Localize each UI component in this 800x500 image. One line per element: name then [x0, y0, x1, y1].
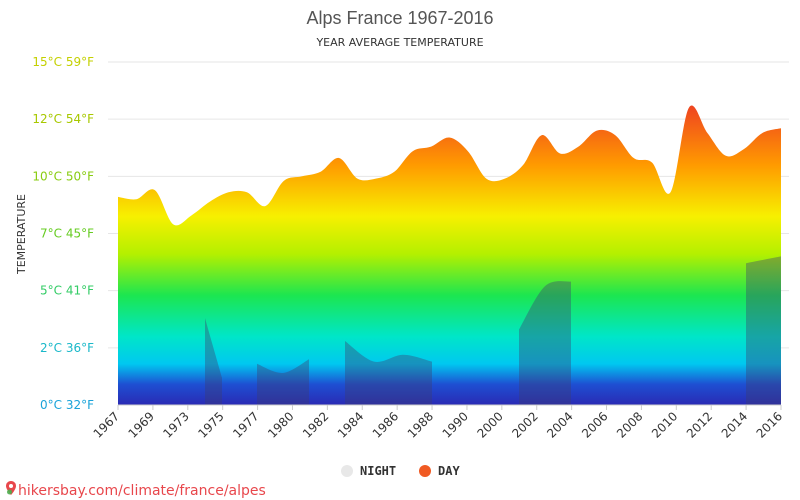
night-segment	[519, 281, 571, 405]
legend-night-label: NIGHT	[360, 464, 396, 478]
x-tick-label: 2012	[684, 409, 715, 440]
day-swatch	[419, 465, 431, 477]
x-tick-label: 1973	[160, 409, 191, 440]
y-tick-label: 12°C 54°F	[32, 112, 94, 126]
x-tick-label: 2014	[719, 409, 750, 440]
x-tick-label: 2004	[544, 409, 575, 440]
legend-day[interactable]: DAY	[419, 464, 460, 478]
night-segment	[345, 341, 432, 405]
y-tick-label: 2°C 36°F	[40, 341, 94, 355]
night-segment	[257, 359, 309, 405]
x-tick-label: 2008	[614, 409, 645, 440]
legend-night[interactable]: NIGHT	[341, 464, 396, 478]
night-segment	[205, 318, 222, 405]
source-link[interactable]: hikersbay.com/climate/france/alpes	[6, 481, 266, 499]
night-segment	[746, 256, 781, 405]
y-tick-label: 0°C 32°F	[40, 398, 94, 412]
y-tick-label: 10°C 50°F	[32, 169, 94, 183]
x-tick-label: 1967	[91, 409, 122, 440]
y-axis-ticks: 0°C 32°F 2°C 36°F 5°C 41°F 7°C 45°F 10°C 50°…	[32, 55, 94, 412]
x-tick-label: 1984	[335, 409, 366, 440]
x-tick-label: 1977	[230, 409, 261, 440]
day-area	[118, 105, 781, 405]
x-tick-label: 2006	[579, 409, 610, 440]
x-tick-label: 2002	[509, 409, 540, 440]
y-tick-label: 7°C 45°F	[40, 227, 94, 241]
x-tick-label: 2016	[754, 409, 785, 440]
chart-title: Alps France 1967-2016	[306, 8, 493, 28]
legend: NIGHT DAY	[341, 464, 460, 478]
night-swatch	[341, 465, 353, 477]
x-tick-label: 2000	[474, 409, 505, 440]
x-tick-label: 1990	[440, 409, 471, 440]
x-tick-label: 1982	[300, 409, 331, 440]
y-tick-label: 15°C 59°F	[32, 55, 94, 69]
y-axis-label: TEMPERATURE	[15, 194, 28, 275]
map-pin-icon	[6, 481, 16, 495]
x-tick-label: 1969	[126, 409, 157, 440]
x-tick-label: 2010	[649, 409, 680, 440]
y-tick-label: 5°C 41°F	[40, 284, 94, 298]
legend-day-label: DAY	[438, 464, 460, 478]
x-tick-label: 1986	[370, 409, 401, 440]
source-text: hikersbay.com/climate/france/alpes	[18, 483, 266, 499]
night-areas	[205, 256, 781, 405]
x-tick-label: 1988	[405, 409, 436, 440]
x-axis-ticks: 1967 1969 1973 1975 1977 1980 1982 1984 1986 1988…	[91, 405, 785, 441]
chart-subtitle: YEAR AVERAGE TEMPERATURE	[315, 36, 483, 49]
x-tick-label: 1980	[265, 409, 296, 440]
x-tick-label: 1975	[195, 409, 226, 440]
